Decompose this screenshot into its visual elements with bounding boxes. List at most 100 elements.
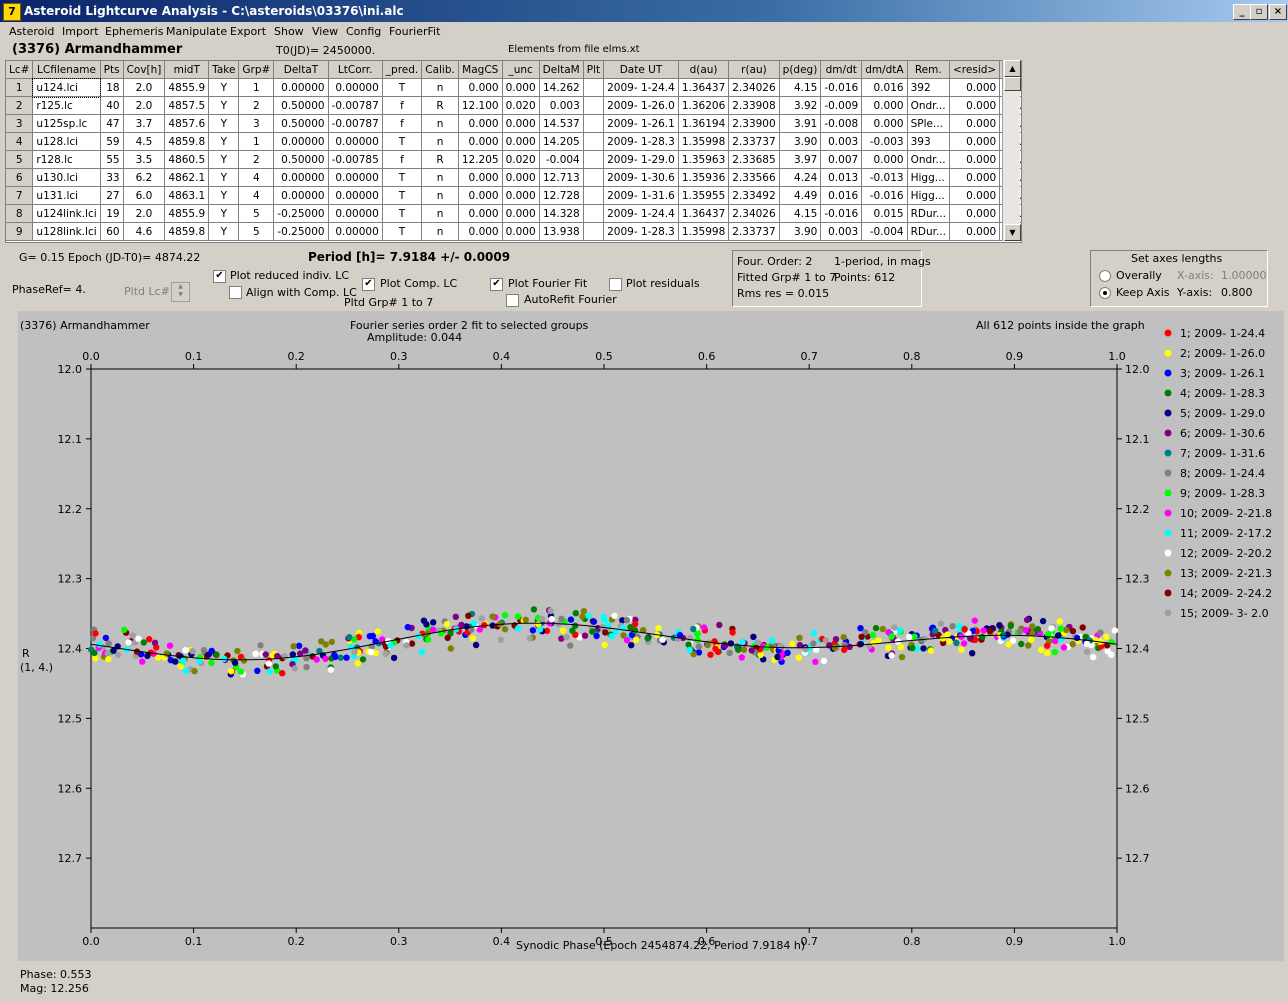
table-cell[interactable]: 1.35963 (678, 150, 730, 169)
table-cell[interactable]: Higg... (907, 168, 951, 187)
table-cell[interactable]: 0.50000 (273, 96, 329, 115)
menu-asteroid[interactable]: Asteroid (9, 25, 55, 38)
table-cell[interactable]: 1 (238, 78, 275, 97)
table-cell[interactable]: 47 (100, 114, 124, 133)
column-header[interactable]: _pred. (382, 61, 423, 79)
table-cell[interactable]: 5 (238, 222, 275, 241)
menu-config[interactable]: Config (346, 25, 382, 38)
table-cell[interactable]: 0.00000 (273, 186, 329, 205)
table-cell[interactable]: 0.000 (458, 222, 503, 241)
table-cell[interactable]: 55 (100, 150, 124, 169)
table-cell[interactable]: -0.00785 (328, 150, 383, 169)
table-cell[interactable]: 1.35998 (678, 222, 730, 241)
table-cell[interactable]: 3.97 (779, 150, 822, 169)
table-cell[interactable]: 14.537 (539, 114, 584, 133)
table-cell[interactable]: T (382, 186, 423, 205)
table-cell[interactable]: 2009- 1-31.6 (603, 186, 679, 205)
table-cell[interactable]: 5 (238, 204, 275, 223)
table-cell[interactable]: 0.000 (502, 114, 540, 133)
table-cell[interactable]: 0.000 (502, 132, 540, 151)
table-cell[interactable]: 3.90 (779, 132, 822, 151)
table-cell[interactable]: u128.lci (32, 132, 101, 151)
autorefit-checkbox[interactable] (506, 294, 519, 307)
column-header[interactable]: MagCS (458, 61, 503, 79)
table-cell[interactable]: 0.000 (502, 204, 540, 223)
row-number[interactable]: 2 (6, 96, 34, 115)
table-cell[interactable]: 3.90 (779, 222, 822, 241)
row-number[interactable]: 4 (6, 132, 34, 151)
table-cell[interactable]: 0.00000 (328, 204, 383, 223)
table-cell[interactable]: 4.15 (779, 78, 822, 97)
table-cell[interactable] (583, 96, 605, 115)
table-cell[interactable]: Y (208, 78, 240, 97)
table-cell[interactable]: 0.000 (502, 78, 540, 97)
table-row[interactable]: 3 u125sp.lc 47 3.7 4857.6 Y 3 0.50000 -0.00787 f n… (6, 114, 1021, 133)
table-cell[interactable]: 2.0 (123, 96, 166, 115)
scroll-down-icon[interactable]: ▼ (1004, 224, 1021, 241)
table-cell[interactable]: 0.00000 (273, 132, 329, 151)
table-cell[interactable]: 13.938 (539, 222, 584, 241)
table-cell[interactable]: 4862.1 (164, 168, 210, 187)
y-axis-value[interactable]: 0.800 (1221, 286, 1253, 299)
table-cell[interactable]: Y (208, 96, 240, 115)
lightcurve-plot[interactable]: 0.0 0.0 0.1 0.1 0.2 0.2 0.3 0.3 0.4 0.4 0.5 0.5 0.6 0… (18, 311, 1284, 961)
table-cell[interactable]: T (382, 168, 423, 187)
table-cell[interactable]: 0.020 (502, 150, 540, 169)
row-number[interactable]: 6 (6, 168, 34, 187)
table-cell[interactable] (583, 204, 605, 223)
column-header[interactable]: <resid> (949, 61, 1001, 79)
table-cell[interactable]: 0.000 (458, 204, 503, 223)
table-cell[interactable]: 14.205 (539, 132, 584, 151)
row-number[interactable]: 5 (6, 150, 34, 169)
table-cell[interactable]: n (421, 204, 459, 223)
table-cell[interactable]: 0.000 (458, 114, 503, 133)
table-cell[interactable]: u124link.lci (32, 204, 101, 223)
table-cell[interactable]: 2.33908 (728, 96, 780, 115)
table-cell[interactable]: 60 (100, 222, 124, 241)
table-cell[interactable]: 4 (238, 168, 275, 187)
table-cell[interactable]: 0.000 (861, 114, 908, 133)
table-cell[interactable]: 4.5 (123, 132, 166, 151)
table-cell[interactable]: n (421, 132, 459, 151)
table-cell[interactable]: 0.000 (949, 186, 1001, 205)
row-number[interactable]: 8 (6, 204, 34, 223)
column-header[interactable]: p(deg) (779, 61, 822, 79)
table-cell[interactable]: 4855.9 (164, 204, 210, 223)
column-header[interactable]: DeltaT (273, 61, 329, 79)
table-cell[interactable]: 4 (238, 186, 275, 205)
table-cell[interactable] (583, 114, 605, 133)
table-cell[interactable]: -0.004 (861, 222, 908, 241)
table-cell[interactable]: 2009- 1-28.3 (603, 222, 679, 241)
column-header[interactable]: Rem. (907, 61, 951, 79)
table-cell[interactable]: u128link.lci (32, 222, 101, 241)
column-header[interactable]: d(au) (678, 61, 730, 79)
table-cell[interactable]: 3.91 (779, 114, 822, 133)
row-number[interactable]: 1 (6, 78, 34, 97)
spin-up-icon[interactable]: ▲ (178, 283, 183, 290)
minimize-button[interactable]: _ (1233, 4, 1251, 20)
table-cell[interactable]: 4.6 (123, 222, 166, 241)
table-cell[interactable]: -0.013 (861, 168, 908, 187)
table-cell[interactable]: 3 (238, 114, 275, 133)
close-button[interactable]: × (1269, 4, 1287, 20)
plot-reduced-checkbox[interactable]: ✔ (213, 270, 226, 283)
table-cell[interactable]: 2 (238, 150, 275, 169)
table-cell[interactable]: 0.000 (458, 78, 503, 97)
table-cell[interactable]: 0.000 (949, 222, 1001, 241)
table-cell[interactable]: 4859.8 (164, 222, 210, 241)
table-cell[interactable]: Higg... (907, 186, 951, 205)
table-cell[interactable]: 0.00000 (328, 186, 383, 205)
table-cell[interactable]: 2.34026 (728, 78, 780, 97)
table-cell[interactable]: 2.33737 (728, 222, 780, 241)
table-cell[interactable]: 2 (238, 96, 275, 115)
table-cell[interactable]: 2009- 1-26.0 (603, 96, 679, 115)
table-cell[interactable]: r128.lc (32, 150, 101, 169)
table-row[interactable]: 2 r125.lc 40 2.0 4857.5 Y 2 0.50000 -0.00787 f R 12… (6, 96, 1021, 115)
table-cell[interactable]: 4855.9 (164, 78, 210, 97)
table-cell[interactable]: 0.000 (861, 150, 908, 169)
table-cell[interactable]: 0.000 (861, 96, 908, 115)
table-cell[interactable]: 0.000 (502, 222, 540, 241)
table-cell[interactable]: 12.713 (539, 168, 584, 187)
